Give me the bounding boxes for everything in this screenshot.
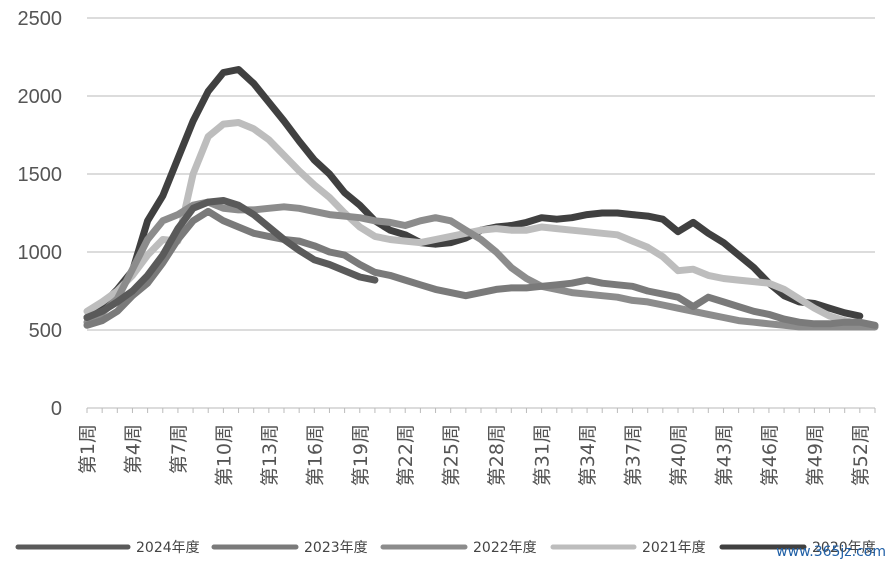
series-line-2024年度 [83,197,379,321]
watermark: www.365jz.com [776,544,886,560]
x-tick-label: 第10周 [213,424,235,486]
x-tick-label: 第52周 [850,424,872,486]
series-line-2023年度 [83,207,879,329]
gridlines [87,17,875,409]
x-tick-label: 第1周 [77,424,99,474]
x-tick-label: 第22周 [395,424,417,486]
legend-label: 2022年度 [473,540,537,556]
x-tick-label: 第40周 [668,424,690,486]
legend-label: 2023年度 [304,540,368,556]
legend: 2024年度 2023年度 2022年度 2021年度 2020年度 [15,540,876,556]
legend-label: 2020年度 [812,540,876,556]
x-tick-label: 第13周 [259,424,281,486]
x-tick-label: 第28周 [486,424,508,486]
x-tick-label: 第43周 [713,424,735,486]
series-lines [83,66,879,331]
x-tick-label: 第31周 [532,424,554,486]
x-tick-label: 第4周 [122,424,144,474]
y-tick-label: 0 [51,398,62,420]
y-tick-label: 500 [29,320,62,342]
y-tick-label: 1500 [18,164,63,186]
legend-label: 2021年度 [642,540,706,556]
y-tick-label: 1000 [18,242,63,264]
y-tick-label: 2000 [18,86,63,108]
x-axis-tickmarks [86,408,876,413]
x-tick-label: 第19周 [350,424,372,486]
y-tick-label: 2500 [18,8,63,30]
x-tick-label: 第25周 [441,424,463,486]
x-axis-labels: 第1周 第4周 第7周 第10周 第13周 第16周 第19周 第22周 第25周 第28周 第31… [77,424,872,486]
x-tick-label: 第49周 [804,424,826,486]
x-tick-label: 第46周 [759,424,781,486]
series-line-2021年度 [83,119,879,331]
y-axis-ticks: 0 500 1000 1500 2000 2500 [18,8,63,420]
x-tick-label: 第7周 [168,424,190,474]
series-line-2022年度 [83,198,879,331]
x-tick-label: 第37周 [623,424,645,486]
legend-label: 2024年度 [136,540,200,556]
x-tick-label: 第34周 [577,424,599,486]
x-tick-label: 第16周 [304,424,326,486]
